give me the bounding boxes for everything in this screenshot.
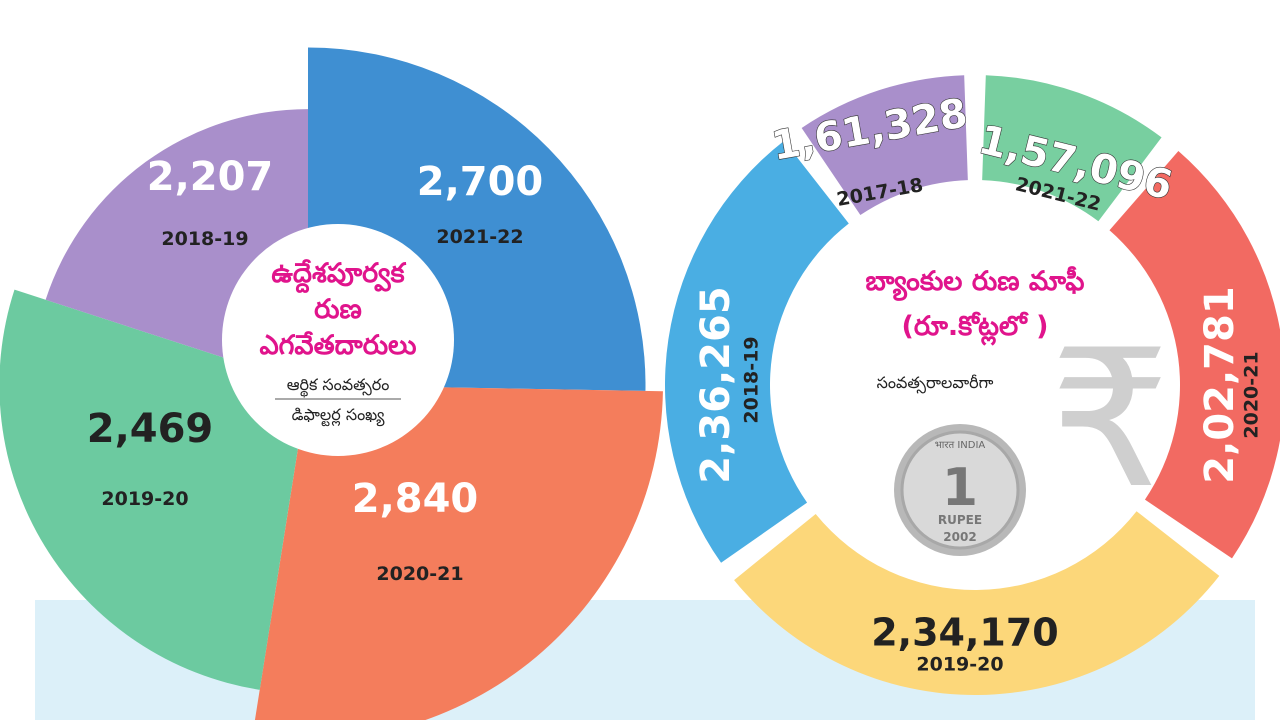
donut-segment-2017-18 xyxy=(801,75,968,216)
value-label-2021-22: 2,700 xyxy=(417,159,544,205)
donut-segment-2021-22 xyxy=(982,75,1162,222)
defaulters-polar-chart: 2,700 2021-22 2,840 2020-21 2,469 2019-20 2,20… xyxy=(0,47,663,720)
donut-segment-2018-19 xyxy=(665,140,849,563)
rupee-symbol-icon: ₹ xyxy=(1050,309,1171,530)
sector-2019-20 xyxy=(0,289,308,690)
coin-icon: भारत INDIA 1 RUPEE 2002 xyxy=(894,424,1026,556)
year-label-2021-22: 2021-22 xyxy=(436,226,523,248)
value-label-2018-19: 2,207 xyxy=(147,154,274,200)
value-label-2020-21: 2,840 xyxy=(352,476,479,522)
svg-text:2002: 2002 xyxy=(943,530,976,544)
left-chart-subtitle-bottom: డిఫాల్టర్ల సంఖ్య xyxy=(292,405,386,427)
right-chart-subtitle: సంవత్సరాలవారీగా xyxy=(877,373,994,394)
value-label-2019-20: 2,469 xyxy=(87,406,214,452)
left-chart-subtitle-top: ఆర్థిక సంవత్సరం xyxy=(287,375,390,398)
left-chart-title-line1: ఉద్దేశపూర్వక xyxy=(271,258,406,293)
year-label-2018-19: 2018-19 xyxy=(161,228,248,250)
svg-text:भारत INDIA: भारत INDIA xyxy=(935,440,986,451)
sector-2020-21 xyxy=(254,385,663,720)
right-chart-title: బ్యాంకుల రుణ మాఫీ xyxy=(865,266,1084,301)
writeoff-donut-chart: 1,57,0962021-222,02,7812020-212,34,17020… xyxy=(665,75,1280,695)
svg-text:RUPEE: RUPEE xyxy=(938,513,982,527)
donut-segment-2019-20 xyxy=(734,511,1220,695)
donut-segment-2020-21 xyxy=(1109,151,1280,559)
left-chart-title-line2: రుణ xyxy=(314,294,362,325)
year-label-2019-20: 2019-20 xyxy=(101,488,188,510)
left-chart-title-line3: ఎగవేతదారులు xyxy=(259,330,416,361)
year-label-2020-21: 2020-21 xyxy=(1241,351,1263,438)
value-label-2019-20: 2,34,170 xyxy=(871,611,1059,655)
svg-text:1: 1 xyxy=(942,458,978,518)
left-center-circle xyxy=(222,224,454,456)
year-label-2020-21: 2020-21 xyxy=(376,563,463,585)
value-label-2020-21: 2,02,781 xyxy=(1197,286,1243,483)
year-label-2018-19: 2018-19 xyxy=(741,336,763,423)
value-label-2018-19: 2,36,265 xyxy=(693,286,739,483)
right-chart-unit: (రూ.కోట్లలో ) xyxy=(901,311,1048,346)
year-label-2019-20: 2019-20 xyxy=(916,654,1003,676)
